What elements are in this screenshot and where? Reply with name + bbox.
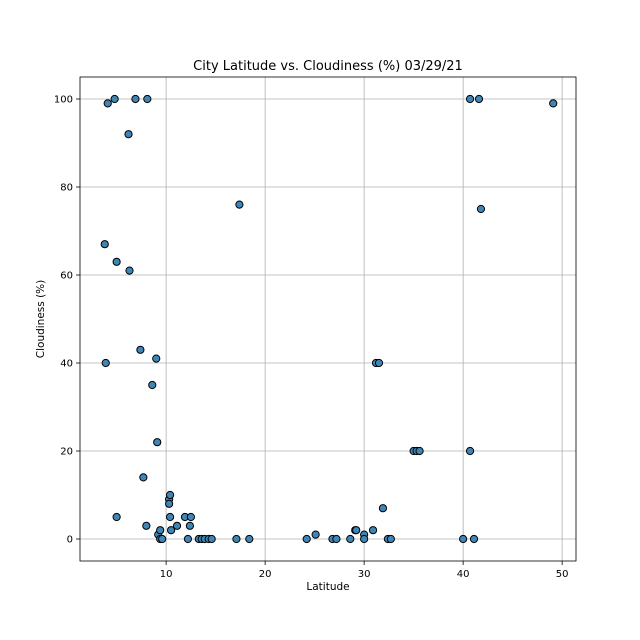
data-point xyxy=(165,499,174,508)
x-tick-label: 50 xyxy=(556,569,569,580)
data-point xyxy=(165,512,175,522)
y-axis: 0 20 40 60 80 100 xyxy=(54,95,80,546)
data-point xyxy=(232,534,241,544)
data-point xyxy=(245,534,254,544)
data-point xyxy=(100,240,109,249)
data-point xyxy=(166,526,176,535)
x-tick-label: 30 xyxy=(358,569,371,580)
data-point xyxy=(124,130,133,139)
data-point xyxy=(311,530,320,539)
y-tick-label: 40 xyxy=(60,359,73,370)
data-point xyxy=(142,521,151,530)
data-point xyxy=(352,526,361,535)
data-points xyxy=(100,94,558,544)
grid-lines xyxy=(80,77,576,561)
data-point xyxy=(131,94,140,104)
data-point xyxy=(152,354,161,363)
data-point xyxy=(549,99,558,108)
data-point xyxy=(474,94,484,104)
data-point xyxy=(235,200,244,209)
x-tick-label: 20 xyxy=(259,569,272,580)
x-axis: 10 20 30 40 50 xyxy=(160,561,569,580)
data-point xyxy=(476,204,486,214)
data-point xyxy=(125,266,134,275)
data-point xyxy=(360,534,369,544)
data-point xyxy=(112,257,121,266)
data-point xyxy=(465,94,475,104)
y-tick-label: 20 xyxy=(60,447,73,458)
data-point xyxy=(136,345,145,354)
data-point xyxy=(374,358,384,368)
data-point xyxy=(183,534,193,544)
data-point xyxy=(465,446,475,456)
data-point xyxy=(172,521,182,530)
x-tick-label: 40 xyxy=(457,569,470,580)
data-point xyxy=(139,473,148,482)
data-point xyxy=(156,526,165,535)
y-tick-label: 60 xyxy=(60,271,73,282)
data-point xyxy=(185,521,194,530)
data-point xyxy=(207,534,216,544)
data-point xyxy=(101,358,110,368)
x-tick-label: 10 xyxy=(160,569,173,580)
y-axis-label: Cloudiness (%) xyxy=(35,280,47,358)
y-tick-label: 80 xyxy=(60,183,73,194)
data-point xyxy=(143,94,152,104)
x-axis-label: Latitude xyxy=(306,581,349,593)
data-point xyxy=(378,504,388,513)
data-point xyxy=(368,526,378,535)
data-point xyxy=(158,534,167,544)
plot-frame xyxy=(79,76,577,562)
data-point xyxy=(112,512,121,522)
data-point xyxy=(110,94,119,104)
data-point xyxy=(332,534,341,544)
data-point xyxy=(103,99,112,108)
data-point xyxy=(153,438,162,447)
chart-title: City Latitude vs. Cloudiness (%) 03/29/2… xyxy=(193,59,463,74)
data-point xyxy=(148,380,157,390)
data-point xyxy=(469,534,479,544)
data-point xyxy=(165,490,175,500)
y-tick-label: 0 xyxy=(67,535,73,546)
data-point xyxy=(302,534,311,544)
data-point xyxy=(386,534,395,544)
data-point xyxy=(459,534,468,544)
data-point xyxy=(346,534,355,544)
data-point xyxy=(186,512,195,522)
y-tick-label: 100 xyxy=(54,95,73,106)
data-point xyxy=(415,446,424,456)
